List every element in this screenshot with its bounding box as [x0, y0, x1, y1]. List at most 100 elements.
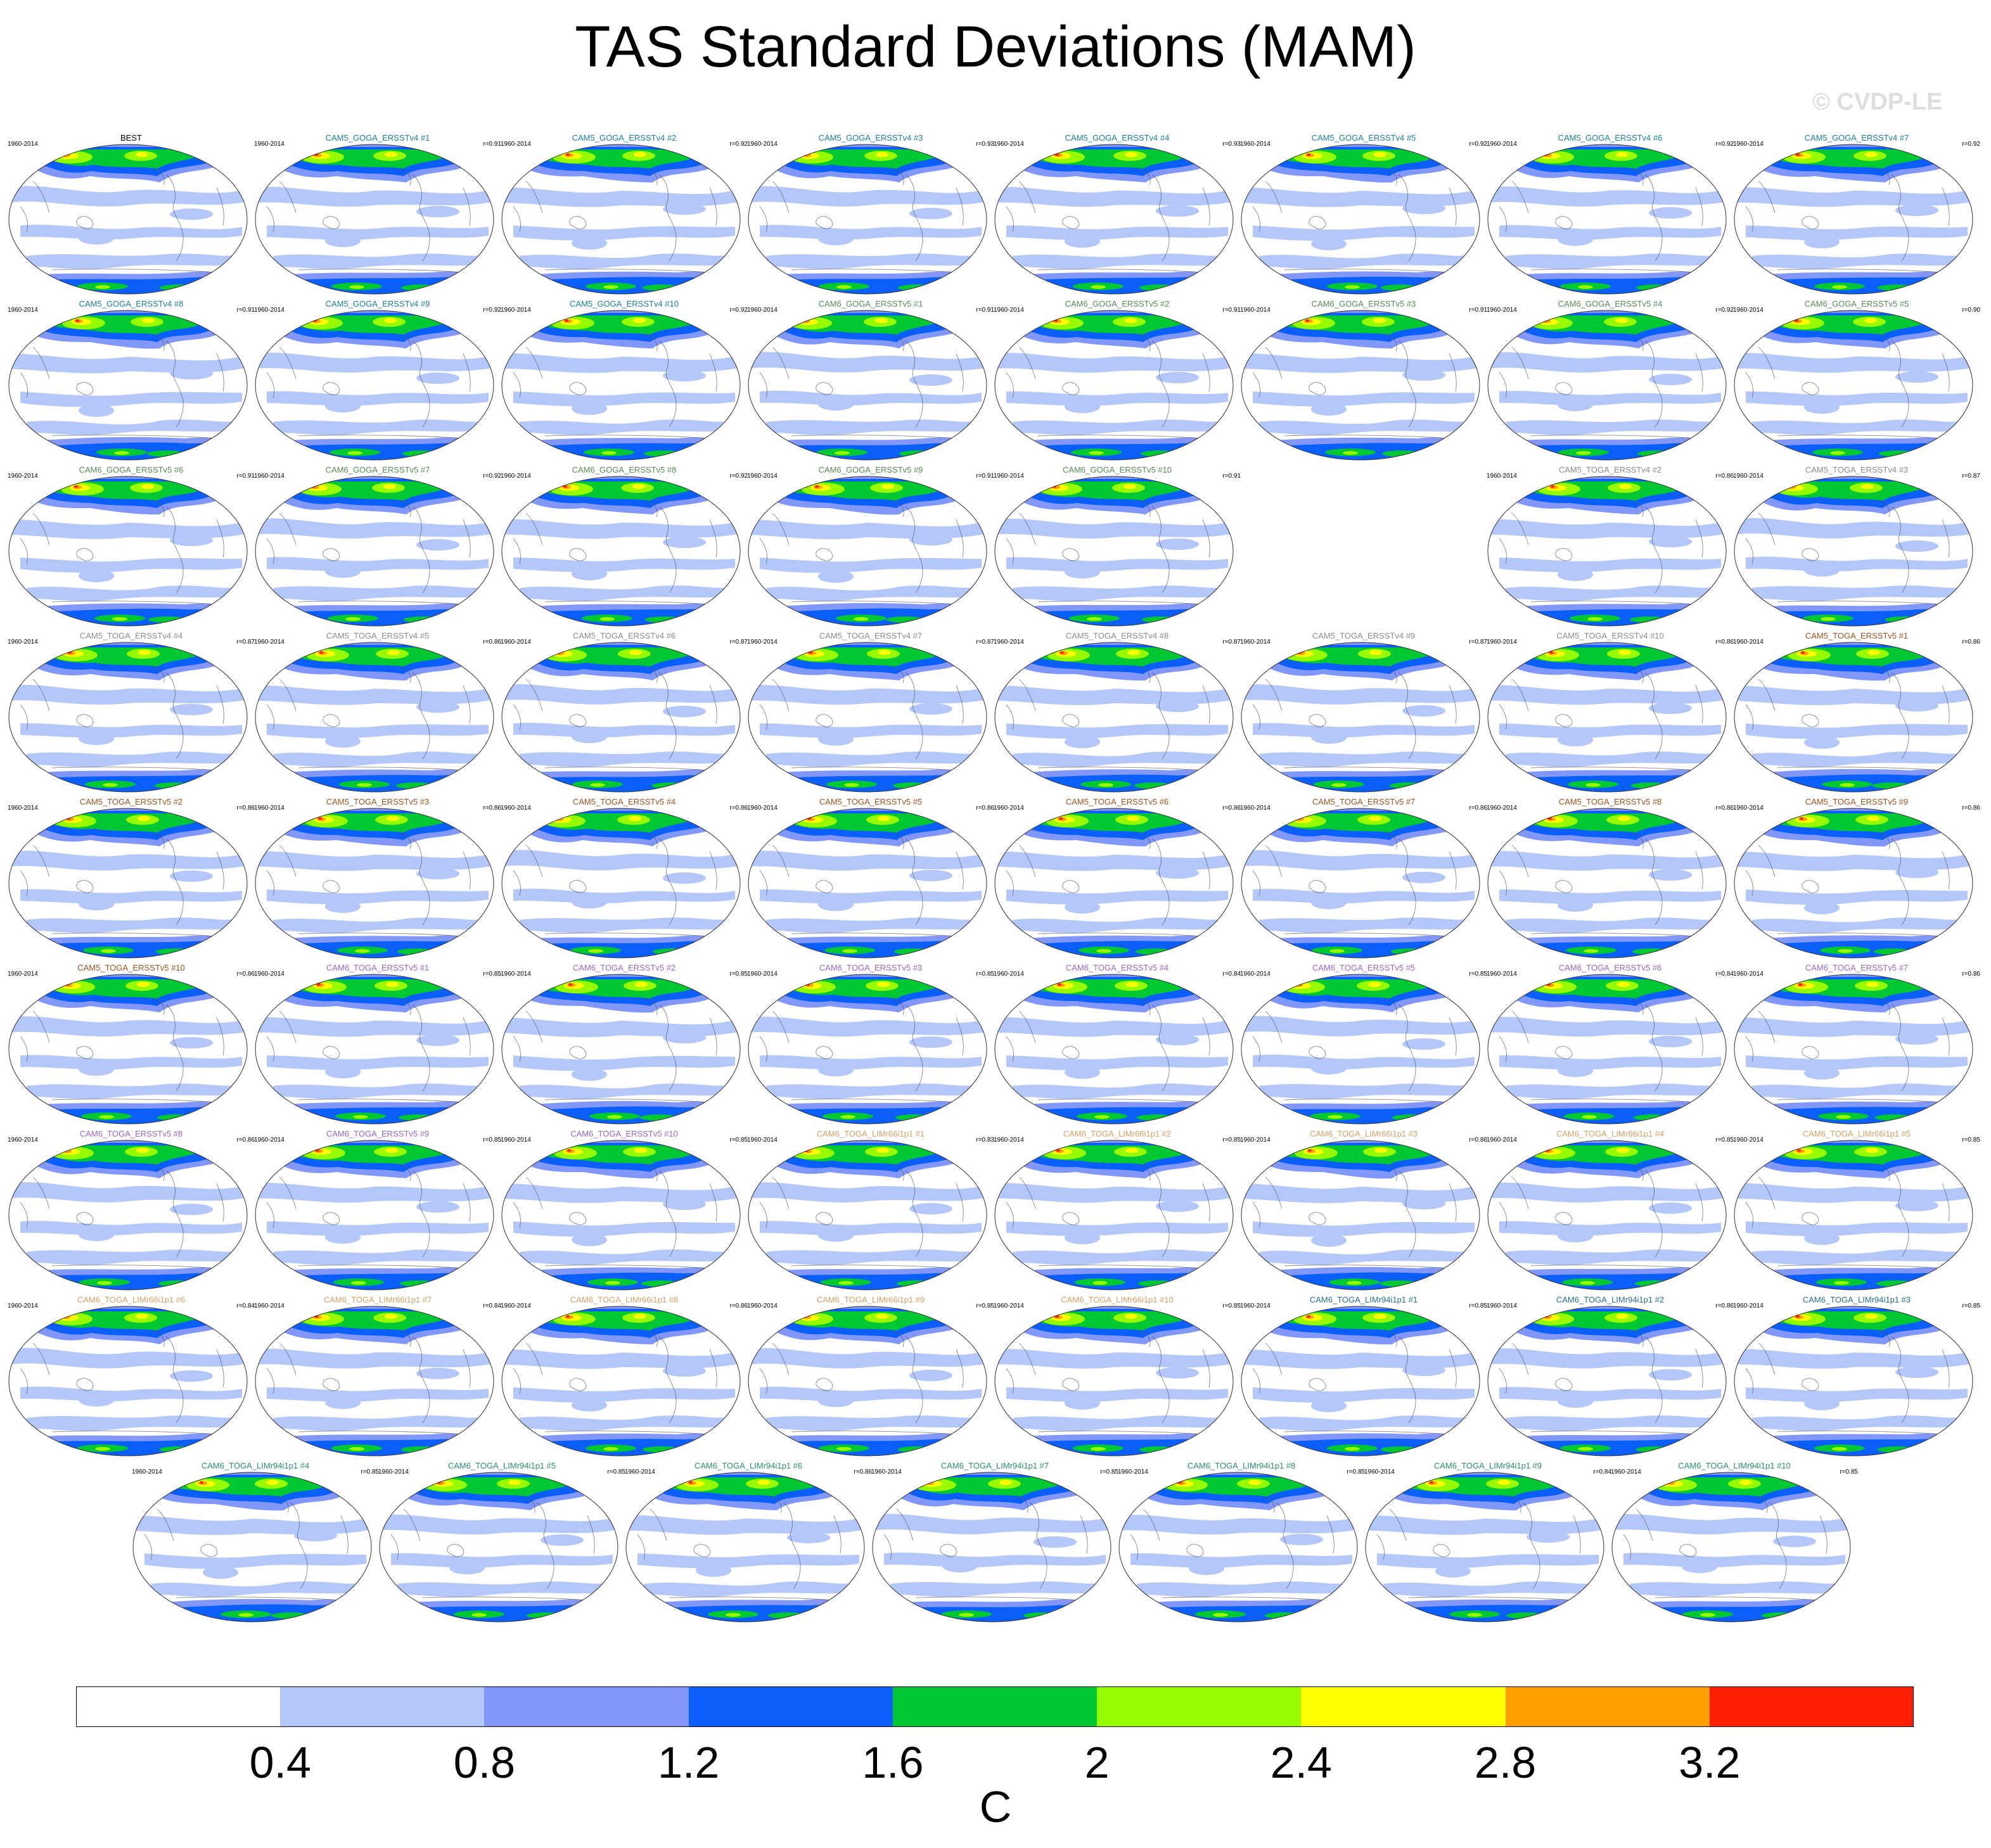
map-panel: 1960-2014 CAM6_TOGA_LIMr94i1p1 #4 r=0.85	[132, 1461, 379, 1627]
panel-pattern-correlation: r=0.87	[236, 639, 255, 646]
panel-title: CAM6_TOGA_LIMr66i1p1 #5	[1802, 1129, 1911, 1138]
map-panel: 1960-2014 CAM5_TOGA_ERSSTv5 #9 r=0.86	[1733, 797, 1980, 963]
global-map	[501, 641, 741, 796]
panel-period: 1960-2014	[8, 307, 38, 314]
panel-pattern-correlation: r=0.85	[1222, 1303, 1241, 1310]
panel-pattern-correlation: r=0.92	[729, 473, 748, 480]
global-map	[501, 807, 741, 962]
global-map	[994, 1305, 1234, 1460]
map-panel: 1960-2014 CAM5_TOGA_ERSSTv5 #6 r=0.86	[994, 797, 1241, 963]
panel-pattern-correlation: r=0.85	[1962, 1137, 1980, 1144]
panel-period: 1960-2014	[1487, 805, 1517, 812]
global-map	[994, 641, 1234, 796]
colorbar-swatch	[280, 1686, 485, 1727]
panel-title: CAM5_GOGA_ERSSTv4 #3	[818, 133, 923, 143]
global-map	[1733, 973, 1974, 1128]
panel-title: CAM5_TOGA_ERSSTv5 #1	[1805, 631, 1909, 640]
global-map	[1611, 1471, 1852, 1626]
panel-pattern-correlation: r=0.86	[1715, 1303, 1734, 1310]
watermark: © CVDP-LE	[1812, 89, 1943, 115]
global-map	[501, 143, 741, 298]
panel-title: CAM6_TOGA_ERSSTv5 #1	[326, 963, 430, 972]
panel-pattern-correlation: r=0.92	[1715, 141, 1734, 148]
panel-period: 1960-2014	[1487, 141, 1517, 148]
panel-period: 1960-2014	[1733, 307, 1764, 314]
panel-pattern-correlation: r=0.87	[1222, 639, 1241, 646]
map-panel: 1960-2014 CAM5_TOGA_ERSSTv5 #5 r=0.86	[747, 797, 994, 963]
panel-title: CAM5_TOGA_ERSSTv4 #10	[1556, 631, 1664, 640]
global-map	[1240, 309, 1481, 464]
panel-title: CAM6_TOGA_LIMr66i1p1 #9	[816, 1295, 925, 1304]
panel-period: 1960-2014	[1733, 1137, 1764, 1144]
global-map	[1240, 807, 1481, 962]
global-map	[254, 309, 495, 464]
panel-period: 1960-2014	[1240, 307, 1271, 314]
map-panel: 1960-2014 CAM5_TOGA_ERSSTv5 #2 r=0.86	[8, 797, 255, 963]
panel-title: CAM5_TOGA_ERSSTv4 #5	[326, 631, 430, 640]
map-panel: 1960-2014 CAM5_TOGA_ERSSTv5 #10 r=0.86	[8, 963, 255, 1129]
colorbar	[76, 1686, 1914, 1727]
panel-period: 1960-2014	[254, 971, 285, 978]
panel-title: CAM5_TOGA_ERSSTv4 #3	[1805, 465, 1909, 475]
panel-pattern-correlation: r=0.85	[1962, 1303, 1980, 1310]
map-panel: 1960-2014 CAM6_GOGA_ERSSTv5 #3 r=0.91	[1240, 299, 1487, 465]
global-map	[132, 1471, 373, 1626]
global-map	[1240, 1139, 1481, 1294]
panel-period: 1960-2014	[8, 805, 38, 812]
map-panel: 1960-2014 CAM6_TOGA_ERSSTv5 #3 r=0.85	[747, 963, 994, 1129]
global-map	[994, 1139, 1234, 1294]
panel-title: CAM6_TOGA_LIMr94i1p1 #1	[1309, 1295, 1418, 1304]
panel-title: CAM5_TOGA_ERSSTv5 #9	[1805, 797, 1909, 806]
panel-period: 1960-2014	[994, 971, 1024, 978]
panel-title: CAM5_TOGA_ERSSTv4 #6	[572, 631, 676, 640]
panel-pattern-correlation: r=0.86	[1469, 805, 1487, 812]
panel-period: 1960-2014	[501, 805, 531, 812]
colorbar-swatch	[484, 1686, 689, 1727]
panel-period: 1960-2014	[501, 639, 531, 646]
panel-period: 1960-2014	[1733, 639, 1764, 646]
panel-period: 1960-2014	[1240, 971, 1271, 978]
global-map	[1733, 475, 1974, 630]
map-panel: 1960-2014 CAM5_TOGA_ERSSTv4 #4 r=0.87	[8, 631, 255, 797]
panel-pattern-correlation: r=0.84	[1593, 1469, 1611, 1475]
panel-period: 1960-2014	[8, 1303, 38, 1310]
panel-title: CAM6_TOGA_LIMr94i1p1 #9	[1433, 1461, 1542, 1470]
panel-pattern-correlation: r=0.86	[236, 971, 255, 978]
panel-title: CAM6_TOGA_ERSSTv5 #9	[326, 1129, 430, 1138]
global-map	[8, 973, 248, 1128]
panel-pattern-correlation: r=0.91	[976, 473, 994, 480]
global-map	[1487, 1139, 1727, 1294]
map-panel: 1960-2014 CAM6_TOGA_LIMr94i1p1 #1 r=0.85	[1240, 1295, 1487, 1461]
panel-pattern-correlation: r=0.92	[1469, 141, 1487, 148]
map-panel: 1960-2014 CAM6_TOGA_LIMr66i1p1 #10 r=0.85	[994, 1295, 1241, 1461]
global-map	[1487, 973, 1727, 1128]
panel-title: CAM6_TOGA_ERSSTv5 #6	[1558, 963, 1662, 972]
panel-pattern-correlation: r=0.84	[483, 1303, 501, 1310]
global-map	[747, 807, 988, 962]
map-panel: 1960-2014 CAM5_TOGA_ERSSTv4 #2 r=0.86	[1487, 465, 1734, 631]
map-panel: 1960-2014 CAM5_GOGA_ERSSTv4 #6 r=0.92	[1487, 133, 1734, 299]
map-panel: 1960-2014 CAM5_TOGA_ERSSTv5 #4 r=0.86	[501, 797, 748, 963]
panel-period: 1960-2014	[1733, 1303, 1764, 1310]
panel-period: 1960-2014	[994, 473, 1024, 480]
global-map	[747, 641, 988, 796]
global-map	[254, 475, 495, 630]
panel-period: 1960-2014	[254, 307, 285, 314]
panel-period: 1960-2014	[1733, 971, 1764, 978]
panel-title: CAM5_TOGA_ERSSTv4 #8	[1065, 631, 1169, 640]
panel-pattern-correlation: r=0.87	[976, 639, 994, 646]
panel-period: 1960-2014	[132, 1469, 162, 1475]
panel-title: CAM6_TOGA_ERSSTv5 #10	[570, 1129, 678, 1138]
panel-pattern-correlation: r=0.86	[1962, 805, 1980, 812]
panel-title: CAM6_GOGA_ERSSTv5 #3	[1311, 299, 1416, 309]
map-panel: 1960-2014 CAM5_GOGA_ERSSTv4 #9 r=0.92	[254, 299, 501, 465]
map-panel: 1960-2014 CAM6_TOGA_LIMr94i1p1 #8 r=0.85	[1118, 1461, 1365, 1627]
map-panel: 1960-2014 CAM5_TOGA_ERSSTv4 #6 r=0.87	[501, 631, 748, 797]
panel-title: CAM6_GOGA_ERSSTv5 #2	[1065, 299, 1170, 309]
panel-title: CAM6_TOGA_ERSSTv5 #4	[1065, 963, 1169, 972]
panel-pattern-correlation: r=0.86	[1715, 805, 1734, 812]
map-panel: 1960-2014 CAM6_TOGA_LIMr66i1p1 #6 r=0.84	[8, 1295, 255, 1461]
panel-pattern-correlation: r=0.85	[1715, 1137, 1734, 1144]
map-panel: 1960-2014 CAM6_TOGA_LIMr94i1p1 #9 r=0.84	[1364, 1461, 1611, 1627]
panel-title: CAM6_GOGA_ERSSTv5 #4	[1558, 299, 1663, 309]
